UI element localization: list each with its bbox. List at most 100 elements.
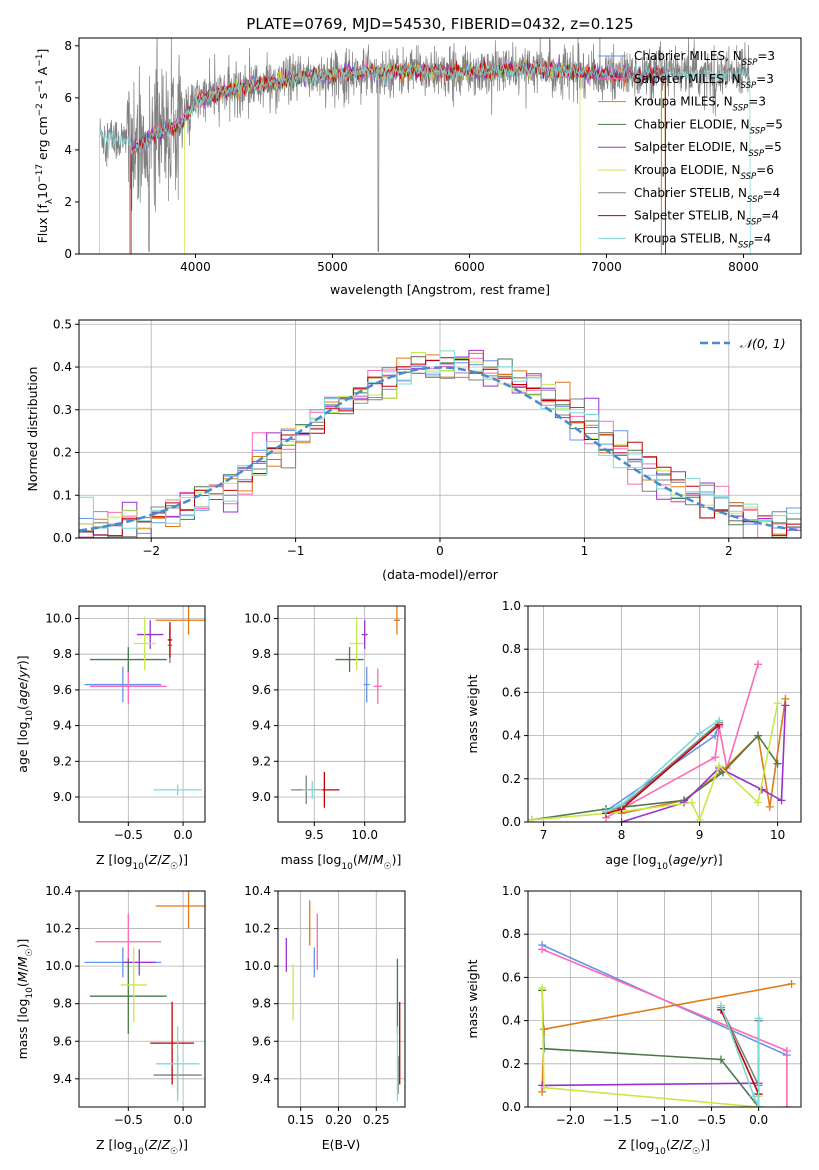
weight-marker-salpeter_miles bbox=[538, 945, 547, 954]
legend-label-text: Salpeter STELIB, N bbox=[634, 209, 746, 223]
label-part: ☉ bbox=[170, 862, 178, 872]
legend-label-text: Kroupa ELODIE, N bbox=[634, 163, 741, 177]
y-tick-label: 9.4 bbox=[53, 719, 72, 733]
label-part: M bbox=[15, 956, 30, 967]
legend-label-chabrier_elodie: Chabrier ELODIE, NSSP=5 bbox=[634, 117, 783, 136]
x-tick-label: 0.0 bbox=[174, 1113, 193, 1127]
x-axis-label: wavelength [Angstrom, rest frame] bbox=[330, 282, 550, 297]
y-tick-label: 9.6 bbox=[53, 1034, 72, 1048]
legend-label-chabrier_miles: Chabrier MILES, NSSP=3 bbox=[634, 49, 775, 68]
y-tick-label: 0.0 bbox=[53, 531, 72, 545]
figure-title: PLATE=0769, MJD=54530, FIBERID=0432, z=0… bbox=[246, 15, 633, 33]
label-part: 10 bbox=[657, 862, 669, 872]
legend-label-text: Salpeter MILES, N bbox=[634, 72, 741, 86]
label-part: erg cm bbox=[35, 116, 50, 164]
spectrum-ylabel: Flux [fλ10−17 erg cm−2 s−1 A−1] bbox=[35, 49, 55, 244]
y-tick-label: 9.8 bbox=[252, 647, 271, 661]
residual-histogram-kroupa_stelib bbox=[79, 350, 801, 529]
label-part: Z bbox=[683, 1137, 693, 1152]
label-part: Z [log bbox=[96, 1137, 132, 1152]
weight-marker-kroupa_elodie bbox=[540, 1083, 549, 1092]
y-axis-label: mass weight bbox=[465, 674, 480, 753]
label-part: ( bbox=[668, 852, 673, 867]
label-part: 10 bbox=[35, 183, 50, 199]
label-part: )] bbox=[15, 939, 30, 949]
label-part: )] bbox=[713, 852, 723, 867]
legend-label-sub: SSP bbox=[742, 58, 758, 68]
label-part: ☉ bbox=[692, 1147, 700, 1157]
label-part: / bbox=[679, 1137, 684, 1152]
axes-mass_vs_ebv: 0.15 0.20 0.25 9.4 9.6 9.8 10.0 10.2 10.4 E(B-V) bbox=[244, 884, 406, 1152]
label-part: mass [log bbox=[15, 999, 30, 1060]
y-tick-label: 9.8 bbox=[53, 997, 72, 1011]
label-part: 10 bbox=[132, 862, 144, 872]
weight-line-kroupa_stelib bbox=[605, 719, 720, 812]
y-tick-label: 0.2 bbox=[502, 772, 521, 786]
weight-marker-chabrier_elodie bbox=[716, 1055, 725, 1064]
x-tick-label: 8 bbox=[618, 828, 626, 842]
y-tick-label: 10.4 bbox=[45, 884, 72, 898]
axes-frame bbox=[277, 890, 406, 1108]
x-tick-label: 5000 bbox=[317, 260, 348, 274]
label-part: ☉ bbox=[170, 1147, 178, 1157]
weight-marker-kroupa_elodie bbox=[687, 798, 696, 807]
x-tick-label: 2 bbox=[725, 544, 733, 558]
label-part: −2 bbox=[35, 103, 45, 116]
weight-marker-chabrier_elodie bbox=[754, 731, 763, 740]
axes-mass_vs_Z: −0.5 0.09.49.69.810.010.210.4Z [log10(Z/Z… bbox=[15, 884, 206, 1157]
weight-marker-kroupa_miles bbox=[787, 979, 796, 988]
weight-marker-salpeter_elodie bbox=[758, 785, 766, 794]
plot-area-weight_vs_age bbox=[528, 660, 790, 822]
label-part: ( bbox=[353, 852, 358, 867]
legend-label-sub: SSP bbox=[746, 218, 762, 228]
y-tick-label: 10.0 bbox=[244, 611, 271, 625]
weight-marker-salpeter_elodie bbox=[617, 818, 626, 822]
legend-label-value: =4 bbox=[763, 186, 781, 200]
plot-area-mass_vs_ebv bbox=[285, 900, 401, 1102]
weight-marker-kroupa_miles bbox=[765, 802, 774, 811]
label-part: )] bbox=[700, 1137, 710, 1152]
y-tick-label: 9.8 bbox=[53, 647, 72, 661]
x-axis-label: (data-model)/error bbox=[382, 567, 499, 582]
label-part: mass [log bbox=[281, 852, 342, 867]
legend-label-value: =6 bbox=[756, 163, 774, 177]
weight-marker-kroupa_elodie bbox=[695, 815, 704, 822]
x-tick-label: 8000 bbox=[728, 260, 759, 274]
label-part: Z [log bbox=[96, 852, 132, 867]
label-part: Z bbox=[161, 852, 171, 867]
label-part: −1 bbox=[35, 79, 45, 92]
legend-label-text: Kroupa MILES, N bbox=[634, 95, 733, 109]
label-part: age [log bbox=[15, 721, 30, 772]
axes-spectrum: 4000 5000 6000 7000 8000 0 2 4 6 8 wavelength [Ang… bbox=[35, 37, 802, 297]
y-tick-label: 0.2 bbox=[502, 1057, 521, 1071]
y-tick-label: 10.0 bbox=[45, 611, 72, 625]
y-tick-label: 9.0 bbox=[53, 790, 72, 804]
legend-label-sub: SSP bbox=[741, 172, 757, 182]
label-part: Z bbox=[148, 852, 158, 867]
label-part: M bbox=[358, 852, 369, 867]
label-part: Z bbox=[161, 1137, 171, 1152]
x-tick-label: 4000 bbox=[180, 260, 211, 274]
legend-label-sub: SSP bbox=[741, 81, 757, 91]
weight-marker-kroupa_stelib bbox=[715, 716, 724, 725]
x-tick-label: −2.0 bbox=[556, 1113, 585, 1127]
label-part: ☉ bbox=[25, 948, 35, 956]
label-part: )] bbox=[392, 852, 402, 867]
label-part: age bbox=[15, 682, 30, 706]
label-part: −1 bbox=[35, 54, 45, 67]
legend-label-value: =3 bbox=[748, 95, 766, 109]
x-tick-label: −1 bbox=[287, 544, 305, 558]
y-tick-label: 10.2 bbox=[244, 922, 271, 936]
legend-label-value: =5 bbox=[764, 140, 782, 154]
y-tick-label: 0.0 bbox=[502, 815, 521, 829]
y-tick-label: 0.4 bbox=[502, 729, 521, 743]
label-part: λ bbox=[45, 198, 55, 204]
legend-label-salpeter_stelib: Salpeter STELIB, NSSP=4 bbox=[634, 209, 779, 228]
weight-marker-kroupa_elodie bbox=[528, 815, 536, 822]
label-part: 10 bbox=[341, 862, 353, 872]
legend-label-sub: SSP bbox=[750, 126, 766, 136]
x-tick-label: −2 bbox=[142, 544, 160, 558]
x-tick-label: 0.20 bbox=[325, 1113, 352, 1127]
legend-label-value: =4 bbox=[754, 231, 772, 245]
